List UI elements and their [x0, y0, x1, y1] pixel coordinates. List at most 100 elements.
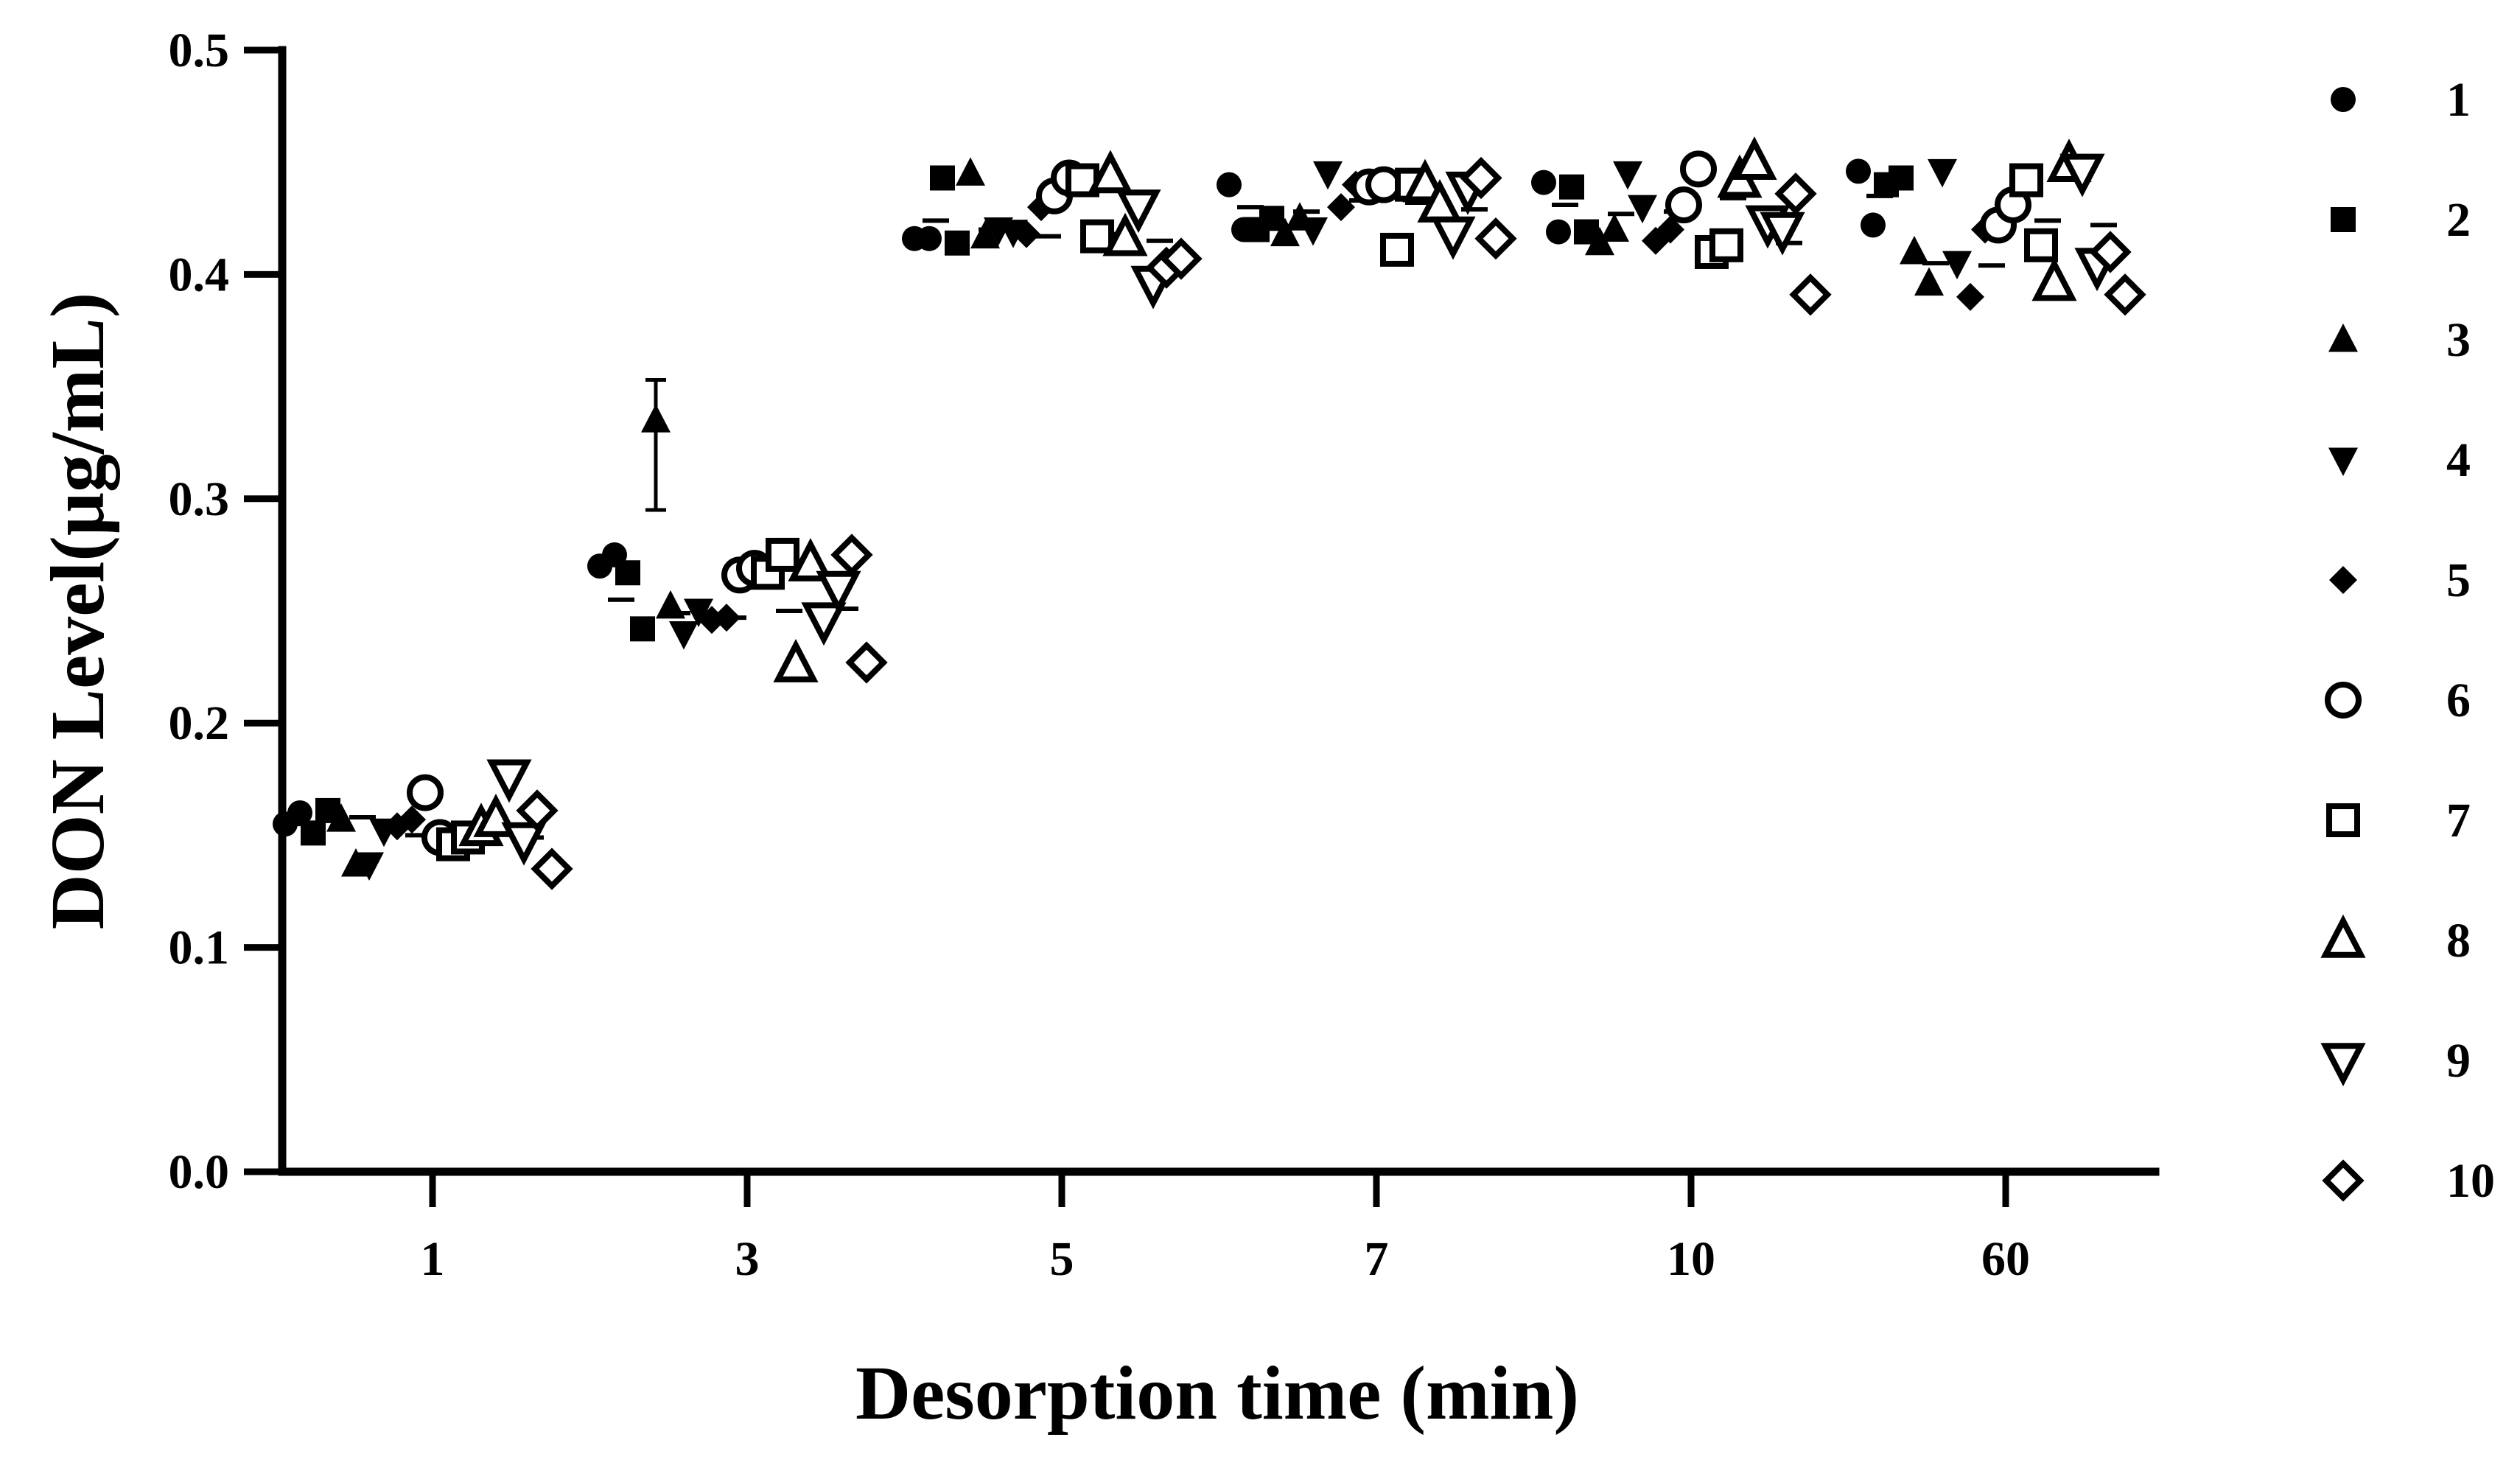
data-point: [1474, 217, 1517, 260]
x-tick-label: 7: [1365, 1232, 1389, 1286]
legend: 1 2 3 4 5 6 7 8 9 10: [2320, 73, 2495, 1208]
legend-marker: [2331, 87, 2356, 112]
data-point: [801, 602, 847, 646]
data-point: [1116, 189, 1161, 234]
data-point: [2009, 163, 2043, 198]
data-point: [1665, 186, 1702, 224]
data-point: [615, 560, 640, 586]
legend-marker: [2320, 914, 2366, 958]
legend-marker: [2325, 682, 2362, 719]
x-axis-title: Desorption time (min): [855, 1351, 1579, 1436]
data-point: [766, 537, 799, 572]
legend-label: 1: [2446, 73, 2471, 127]
data-point: [1270, 217, 1300, 247]
legend-marker: [2328, 324, 2358, 352]
data-point: [1559, 174, 1584, 200]
data-point: [1774, 172, 1817, 215]
data-point: [486, 759, 532, 803]
data-point: [1956, 282, 1984, 311]
group-mean-lines: [293, 193, 2117, 842]
data-point: [1298, 217, 1328, 246]
data-point: [1585, 226, 1614, 256]
data-point: [773, 638, 819, 682]
x-tick-label: 3: [735, 1232, 760, 1286]
data-point: [1709, 228, 1743, 262]
data-point: [930, 165, 955, 191]
data-point: [641, 404, 671, 433]
legend-marker: [2331, 207, 2356, 232]
data-point: [669, 621, 699, 650]
data-point: [1789, 273, 1832, 316]
data-point: [301, 820, 326, 846]
y-tick-label: 0.1: [169, 921, 230, 975]
data-point: [788, 537, 833, 581]
legend-label: 9: [2446, 1034, 2471, 1088]
data-point: [1861, 212, 1886, 238]
data-point: [1327, 193, 1355, 222]
data-point: [1160, 237, 1203, 280]
data-point: [354, 852, 384, 881]
y-tick-label: 0.4: [169, 248, 230, 301]
data-point: [1928, 158, 1957, 188]
data-point: [970, 220, 1000, 249]
legend-label: 10: [2446, 1154, 2495, 1208]
data-point: [1732, 136, 1777, 180]
data-points: [273, 136, 2146, 890]
data-point: [1656, 215, 1684, 244]
legend-marker: [2322, 1159, 2365, 1202]
legend-label: 8: [2446, 914, 2471, 968]
legend-marker: [2326, 803, 2360, 837]
data-point: [1889, 165, 1914, 191]
legend-label: 7: [2446, 794, 2471, 847]
data-point: [684, 598, 713, 627]
data-point: [1102, 212, 1148, 256]
data-point: [1365, 166, 1402, 203]
x-tick-label: 10: [1667, 1232, 1715, 1286]
data-point: [398, 805, 426, 834]
legend-label: 6: [2446, 674, 2471, 727]
x-tick-label: 5: [1050, 1232, 1074, 1286]
data-point: [287, 800, 312, 825]
data-point: [1531, 169, 1556, 195]
data-point: [2024, 228, 2058, 262]
data-point: [2031, 257, 2077, 301]
data-point: [1460, 156, 1502, 200]
data-point: [1217, 172, 1242, 198]
axes: [278, 46, 2160, 1176]
legend-marker: [2320, 1043, 2366, 1087]
data-point: [1088, 150, 1133, 194]
data-point: [501, 822, 547, 866]
data-point: [945, 230, 970, 256]
legend-label: 2: [2446, 193, 2471, 247]
data-point: [1012, 220, 1040, 248]
data-point: [1380, 232, 1414, 267]
data-point: [407, 774, 444, 811]
y-tick-label: 0.0: [169, 1145, 230, 1199]
data-point: [1846, 158, 1871, 184]
y-tick-label: 0.2: [169, 696, 230, 750]
data-point: [830, 534, 873, 576]
data-point: [326, 803, 356, 832]
legend-label: 3: [2446, 313, 2471, 367]
data-point: [1628, 195, 1657, 224]
data-point: [516, 789, 559, 832]
data-point: [1900, 235, 1929, 265]
data-point: [1613, 161, 1642, 190]
data-point: [1600, 213, 1629, 242]
data-point: [1546, 219, 1571, 245]
data-point: [1942, 251, 1972, 280]
y-tick-label: 0.5: [169, 24, 230, 77]
x-tick-label: 1: [421, 1232, 445, 1286]
y-axis-title: DON Level(μg/mL): [35, 293, 120, 930]
legend-label: 4: [2446, 433, 2471, 487]
data-point: [341, 847, 371, 877]
x-axis-ticks: 1 3 5 7 10 60: [421, 1172, 2030, 1286]
data-point: [1080, 219, 1114, 254]
data-point: [1760, 212, 1805, 256]
data-point: [816, 570, 861, 615]
y-axis-ticks: 0.0 0.1 0.2 0.3 0.4 0.5: [169, 24, 282, 1199]
error-bars: [645, 377, 666, 512]
legend-label: 5: [2446, 553, 2471, 607]
